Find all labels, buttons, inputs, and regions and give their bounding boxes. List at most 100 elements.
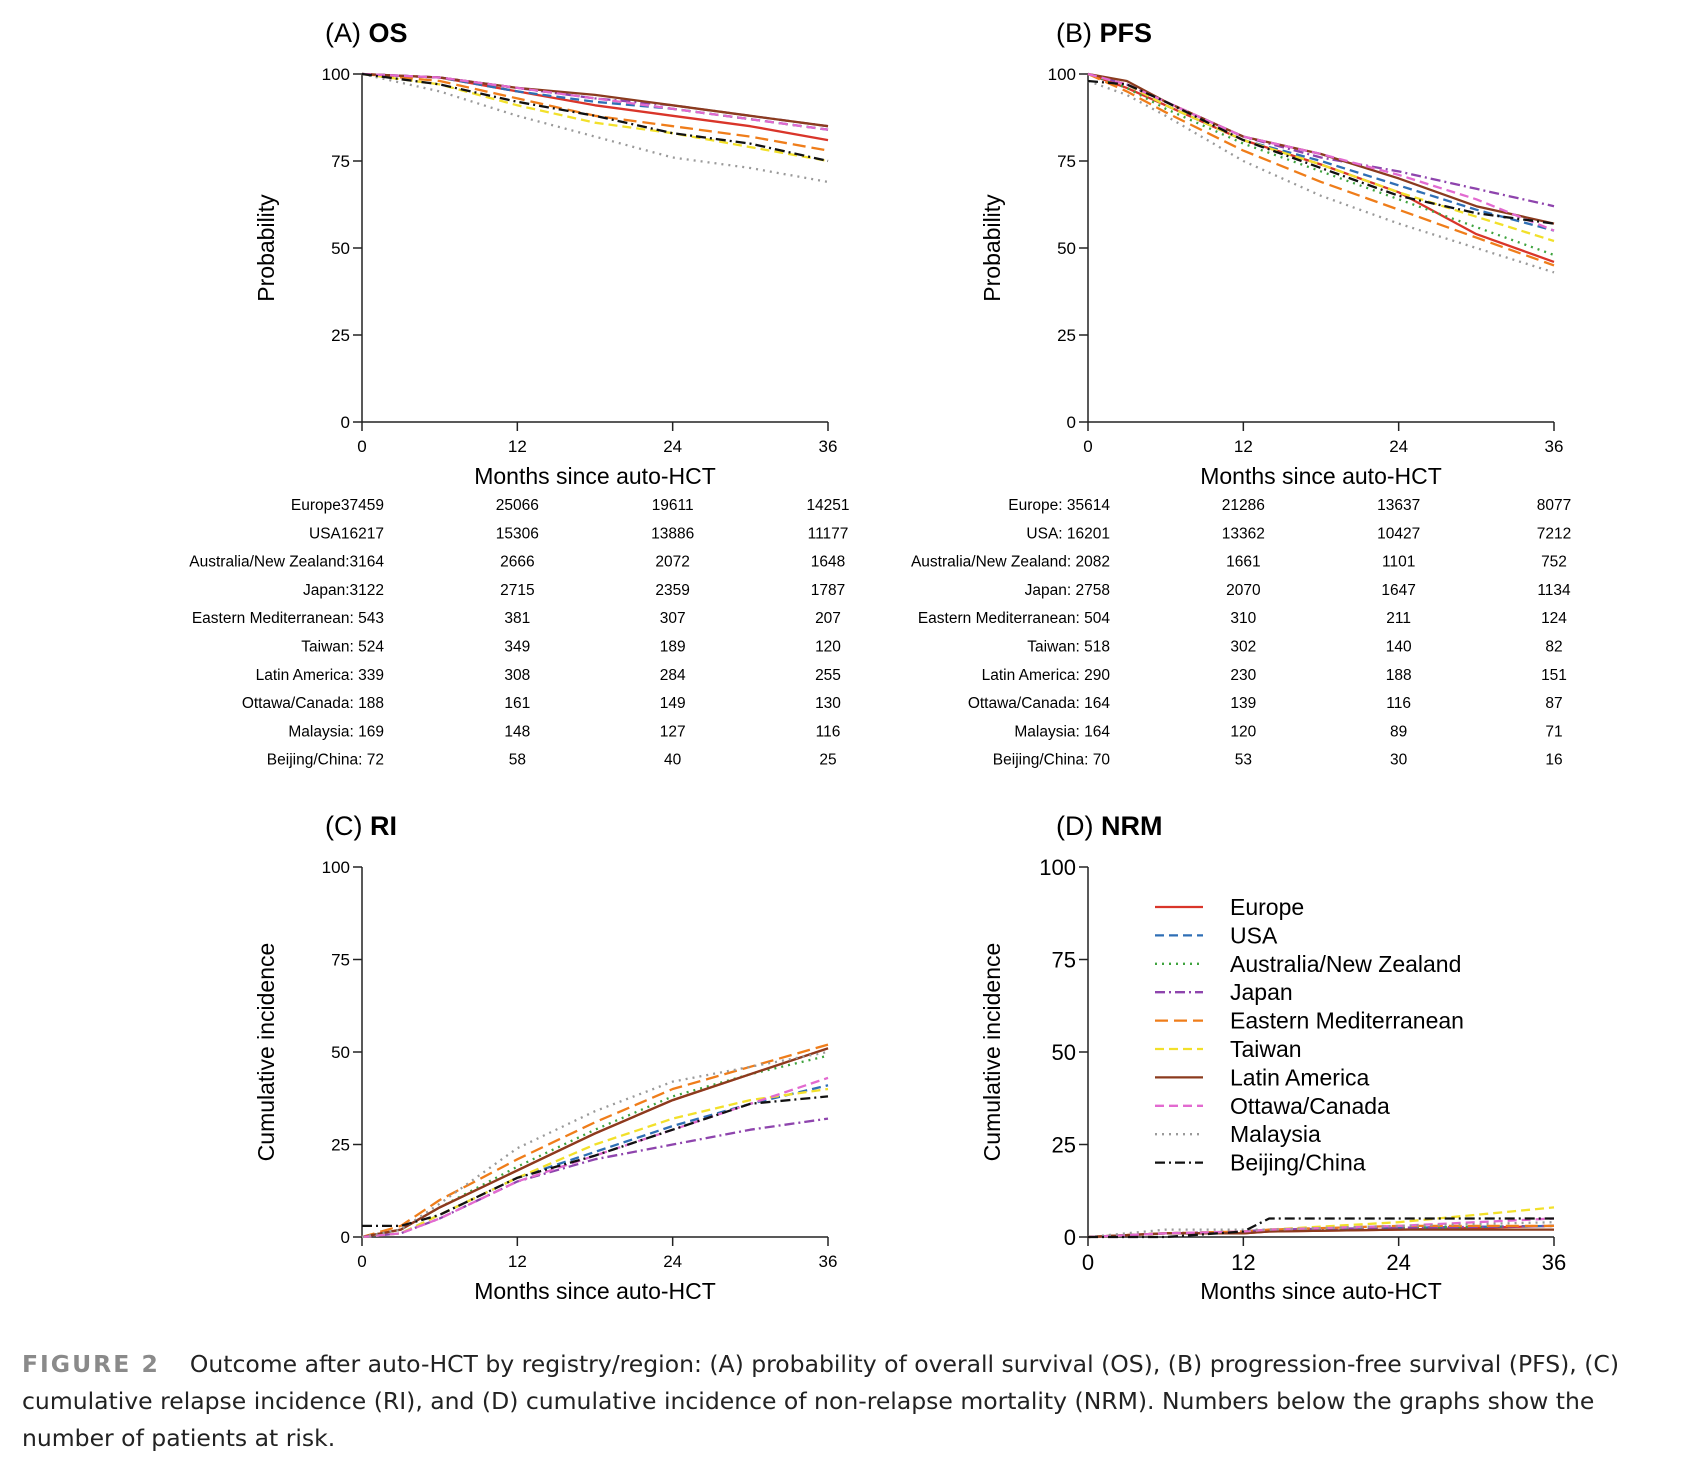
panel-b-at-risk-12: 302 [1230, 639, 1256, 656]
panel-a-at-risk-24: 2359 [655, 582, 689, 599]
panel-c-ytick-label: 100 [322, 858, 350, 877]
caption-label: FIGURE 2 [22, 1350, 160, 1378]
legend-label: Ottawa/Canada [1230, 1093, 1390, 1119]
legend-label: Eastern Mediterranean [1230, 1008, 1464, 1034]
panel-b-at-risk-label: USA: 16201 [1026, 525, 1110, 542]
panel-c-xtick-label: 0 [357, 1252, 366, 1271]
panel-d-title-prefix: (D) [1056, 811, 1101, 841]
figure-caption: FIGURE 2 Outcome after auto-HCT by regist… [22, 1346, 1682, 1457]
panel-b-at-risk-12: 13362 [1222, 525, 1265, 542]
panel-c-title: (C) RI [325, 811, 397, 841]
panel-b-at-risk-24: 13637 [1377, 497, 1420, 514]
panel-a-at-risk-label: Europe37459 [291, 497, 384, 514]
panel-a-at-risk-36: 11177 [808, 525, 849, 542]
panel-d-y-axis-label: Cumulative incidence [979, 943, 1005, 1162]
panel-c: (C) RI 0 25 50 75 100 0 12 24 36 Months since auto… [253, 811, 837, 1304]
panel-a-at-risk-36: 120 [815, 639, 841, 656]
panel-c-ytick-label: 75 [331, 951, 350, 970]
panel-a-series-line [361, 72, 829, 131]
panel-d: (D) NRM 0 25 50 75 100 0 12 24 36 Months since aut… [979, 811, 1566, 1304]
panel-b-title-text: PFS [1100, 18, 1153, 48]
panel-a-xtick-label: 12 [508, 437, 527, 456]
panel-d-title: (D) NRM [1056, 811, 1162, 841]
panel-a-at-risk-12: 58 [509, 752, 526, 769]
panel-b-xtick-label: 0 [1083, 437, 1092, 456]
panel-c-series-line [361, 1047, 829, 1239]
panel-b: (B) PFS 0 25 50 75 100 0 12 24 36 Months since aut… [911, 18, 1571, 769]
panel-b-at-risk-24: 188 [1386, 667, 1412, 684]
panel-b-at-risk-36: 7212 [1537, 525, 1571, 542]
panel-a-at-risk-label: Japan:3122 [303, 582, 384, 599]
panel-a-at-risk-label: Ottawa/Canada: 188 [242, 695, 384, 712]
panel-d-ytick-label: 75 [1052, 948, 1076, 973]
panel-a-at-risk-24: 149 [660, 695, 686, 712]
panel-d-series-line [1087, 1221, 1555, 1239]
panel-b-at-risk-label: Beijing/China: 70 [993, 752, 1111, 769]
panel-c-ytick-label: 0 [341, 1228, 350, 1247]
legend-label: Beijing/China [1230, 1150, 1366, 1176]
panel-d-ytick-label: 25 [1052, 1133, 1076, 1158]
panel-a-ytick-label: 50 [331, 239, 350, 258]
panel-b-at-risk-24: 30 [1390, 752, 1408, 769]
panel-c-xtick-label: 12 [508, 1252, 527, 1271]
panel-b-at-risk-label: Malaysia: 164 [1014, 723, 1110, 740]
panel-b-at-risk-36: 87 [1545, 695, 1562, 712]
panel-c-series-line [361, 1043, 829, 1239]
panel-a-xtick-label: 24 [663, 437, 682, 456]
panel-a-at-risk-12: 308 [504, 667, 530, 684]
panel-c-series-line [361, 1050, 829, 1239]
panel-a-y-axis-label: Probability [253, 194, 279, 302]
panel-c-title-text: RI [370, 811, 397, 841]
panel-b-at-risk-36: 82 [1545, 639, 1562, 656]
legend-label: USA [1230, 922, 1278, 948]
panel-b-at-risk-24: 140 [1386, 639, 1412, 656]
panel-a-at-risk-24: 13886 [651, 525, 694, 542]
panel-a-at-risk-24: 40 [664, 752, 682, 769]
panel-b-at-risk-label: Taiwan: 518 [1027, 639, 1110, 656]
panel-a-at-risk-12: 2715 [500, 582, 534, 599]
panel-a-ytick-label: 75 [331, 152, 350, 171]
panel-a-at-risk-12: 148 [504, 723, 530, 740]
panel-b-at-risk-12: 230 [1230, 667, 1256, 684]
panel-a-at-risk-label: Latin America: 339 [256, 667, 384, 684]
panel-b-at-risk-36: 8077 [1537, 497, 1571, 514]
legend-label: Japan [1230, 979, 1293, 1005]
panel-b-title: (B) PFS [1056, 18, 1152, 48]
panel-d-ytick-label: 0 [1064, 1225, 1076, 1250]
legend-label: Australia/New Zealand [1230, 951, 1461, 977]
panel-c-ytick-label: 25 [331, 1136, 350, 1155]
panel-b-at-risk-36: 752 [1541, 554, 1567, 571]
panel-b-ytick-label: 0 [1067, 413, 1076, 432]
panel-a-series-line [361, 72, 829, 128]
panel-d-xtick-label: 0 [1082, 1250, 1094, 1275]
panel-a-at-risk-12: 2666 [500, 554, 534, 571]
panel-c-series-line [361, 1054, 829, 1239]
panel-a-at-risk-24: 284 [660, 667, 686, 684]
panel-c-x-axis-label: Months since auto-HCT [474, 1278, 716, 1304]
panel-a-at-risk-36: 25 [819, 752, 836, 769]
panel-a: (A) OS 0 25 50 75 100 0 12 24 36 Months since auto… [189, 18, 849, 769]
panel-b-x-axis-label: Months since auto-HCT [1200, 463, 1442, 489]
panel-b-at-risk-12: 120 [1230, 723, 1256, 740]
panel-a-at-risk-36: 207 [815, 610, 841, 627]
panel-a-series-line [361, 72, 829, 163]
panel-b-xtick-label: 36 [1545, 437, 1564, 456]
panel-a-series-line [361, 72, 829, 184]
panel-b-at-risk-36: 151 [1541, 667, 1567, 684]
panel-b-ytick-label: 100 [1048, 65, 1076, 84]
panel-a-at-risk-12: 349 [504, 639, 530, 656]
panel-b-at-risk-36: 71 [1545, 723, 1562, 740]
panel-d-x-axis-label: Months since auto-HCT [1200, 1278, 1442, 1304]
panel-b-series-line [1087, 72, 1555, 225]
panel-a-series-line [361, 72, 829, 163]
caption-text: Outcome after auto-HCT by registry/regio… [22, 1350, 1619, 1452]
panel-b-ytick-label: 50 [1057, 239, 1076, 258]
panel-b-ytick-label: 25 [1057, 326, 1076, 345]
panel-b-title-prefix: (B) [1056, 18, 1100, 48]
panel-a-at-risk-36: 116 [816, 723, 841, 740]
panel-a-at-risk-12: 161 [504, 695, 530, 712]
panel-b-at-risk-12: 53 [1235, 752, 1252, 769]
legend-label: Malaysia [1230, 1121, 1321, 1147]
panel-a-ytick-label: 100 [322, 65, 350, 84]
